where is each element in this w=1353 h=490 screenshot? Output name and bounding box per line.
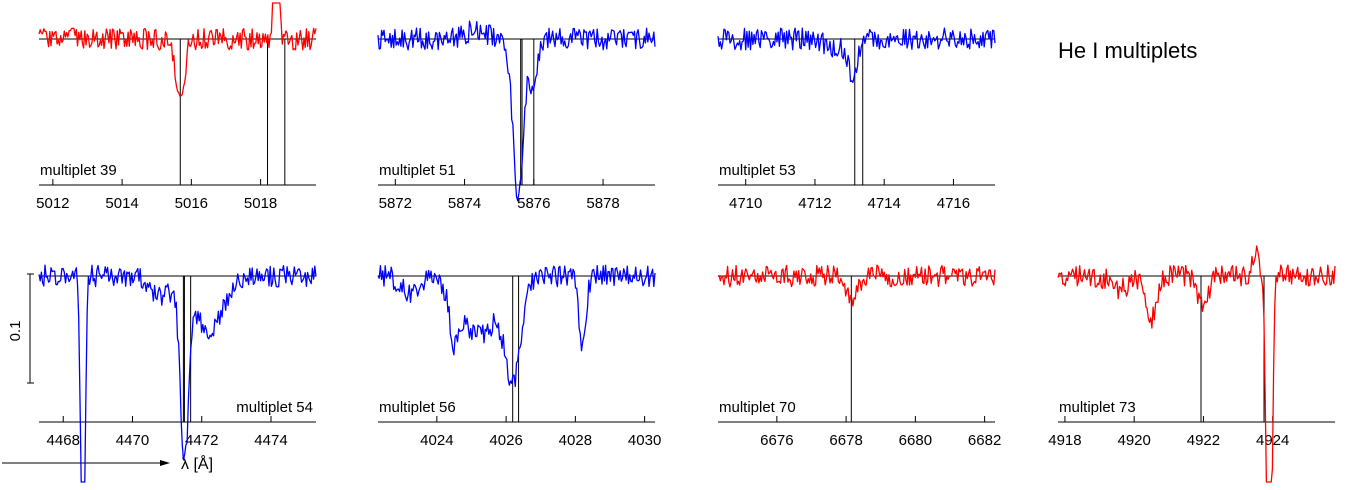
panel-label: multiplet 54	[236, 399, 313, 416]
x-tick-label: 4024	[420, 432, 453, 449]
x-tick-label: 4712	[798, 195, 831, 212]
x-tick-label: 4474	[254, 432, 287, 449]
x-tick-label: 4026	[489, 432, 522, 449]
x-tick-label: 6682	[968, 432, 1001, 449]
x-axis-label: λ [Å]	[181, 454, 213, 473]
spectrum-panel: 6676 6678 6680 6682 multiplet 70	[717, 264, 1001, 449]
x-tick-label: 4028	[559, 432, 592, 449]
spectrum-line	[377, 20, 656, 202]
panel-label: multiplet 73	[1059, 399, 1136, 416]
panel-label: multiplet 53	[719, 162, 796, 179]
spectrum-line	[38, 2, 317, 97]
x-tick-label: 4920	[1117, 432, 1150, 449]
x-tick-label: 5872	[379, 195, 412, 212]
scale-bar-label: 0.1	[7, 321, 24, 342]
wavelength-arrow-head	[160, 460, 170, 466]
x-tick-label: 4468	[47, 432, 80, 449]
x-tick-label: 4716	[937, 195, 970, 212]
x-tick-label: 5016	[175, 195, 208, 212]
x-tick-label: 4472	[185, 432, 218, 449]
x-tick-label: 4922	[1187, 432, 1220, 449]
spectrum-line	[717, 27, 996, 84]
spectrum-panel: 4024 4026 4028 4030 multiplet 56	[377, 264, 661, 449]
panel-label: multiplet 70	[719, 399, 796, 416]
spectrum-line	[1057, 245, 1336, 483]
spectrum-panel: 5012 5014 5016 5018 multiplet 39	[36, 2, 317, 212]
x-tick-label: 6680	[899, 432, 932, 449]
spectrum-line	[377, 264, 656, 388]
spectrum-panel: 5872 5874 5876 5878 multiplet 51	[377, 20, 656, 212]
x-tick-label: 5876	[517, 195, 550, 212]
x-tick-label: 4030	[628, 432, 661, 449]
x-tick-label: 5014	[105, 195, 138, 212]
x-tick-label: 4714	[868, 195, 901, 212]
scale-bar: 0.1	[7, 273, 34, 384]
panels: 5012 5014 5016 5018 multiplet 39 5872 5874 5876…	[36, 2, 1336, 483]
spectrum-panel: 4468 4470 4472 4474 multiplet 54	[38, 264, 317, 483]
panel-label: multiplet 39	[40, 162, 117, 179]
panel-label: multiplet 51	[379, 162, 456, 179]
wavelength-arrow: λ [Å]	[2, 454, 213, 473]
spectrum-line	[717, 264, 996, 307]
x-tick-label: 5012	[36, 195, 69, 212]
spectrum-panel: 4710 4712 4714 4716 multiplet 53	[717, 27, 996, 212]
x-tick-label: 5874	[448, 195, 481, 212]
x-tick-label: 6678	[829, 432, 862, 449]
x-tick-label: 5878	[586, 195, 619, 212]
x-tick-label: 4470	[116, 432, 149, 449]
x-tick-label: 4918	[1048, 432, 1081, 449]
x-tick-label: 6676	[760, 432, 793, 449]
x-tick-label: 5018	[244, 195, 277, 212]
figure-title: He I multiplets	[1058, 38, 1197, 63]
x-tick-label: 4710	[729, 195, 762, 212]
spectrum-line	[38, 264, 317, 483]
panel-label: multiplet 56	[379, 399, 456, 416]
